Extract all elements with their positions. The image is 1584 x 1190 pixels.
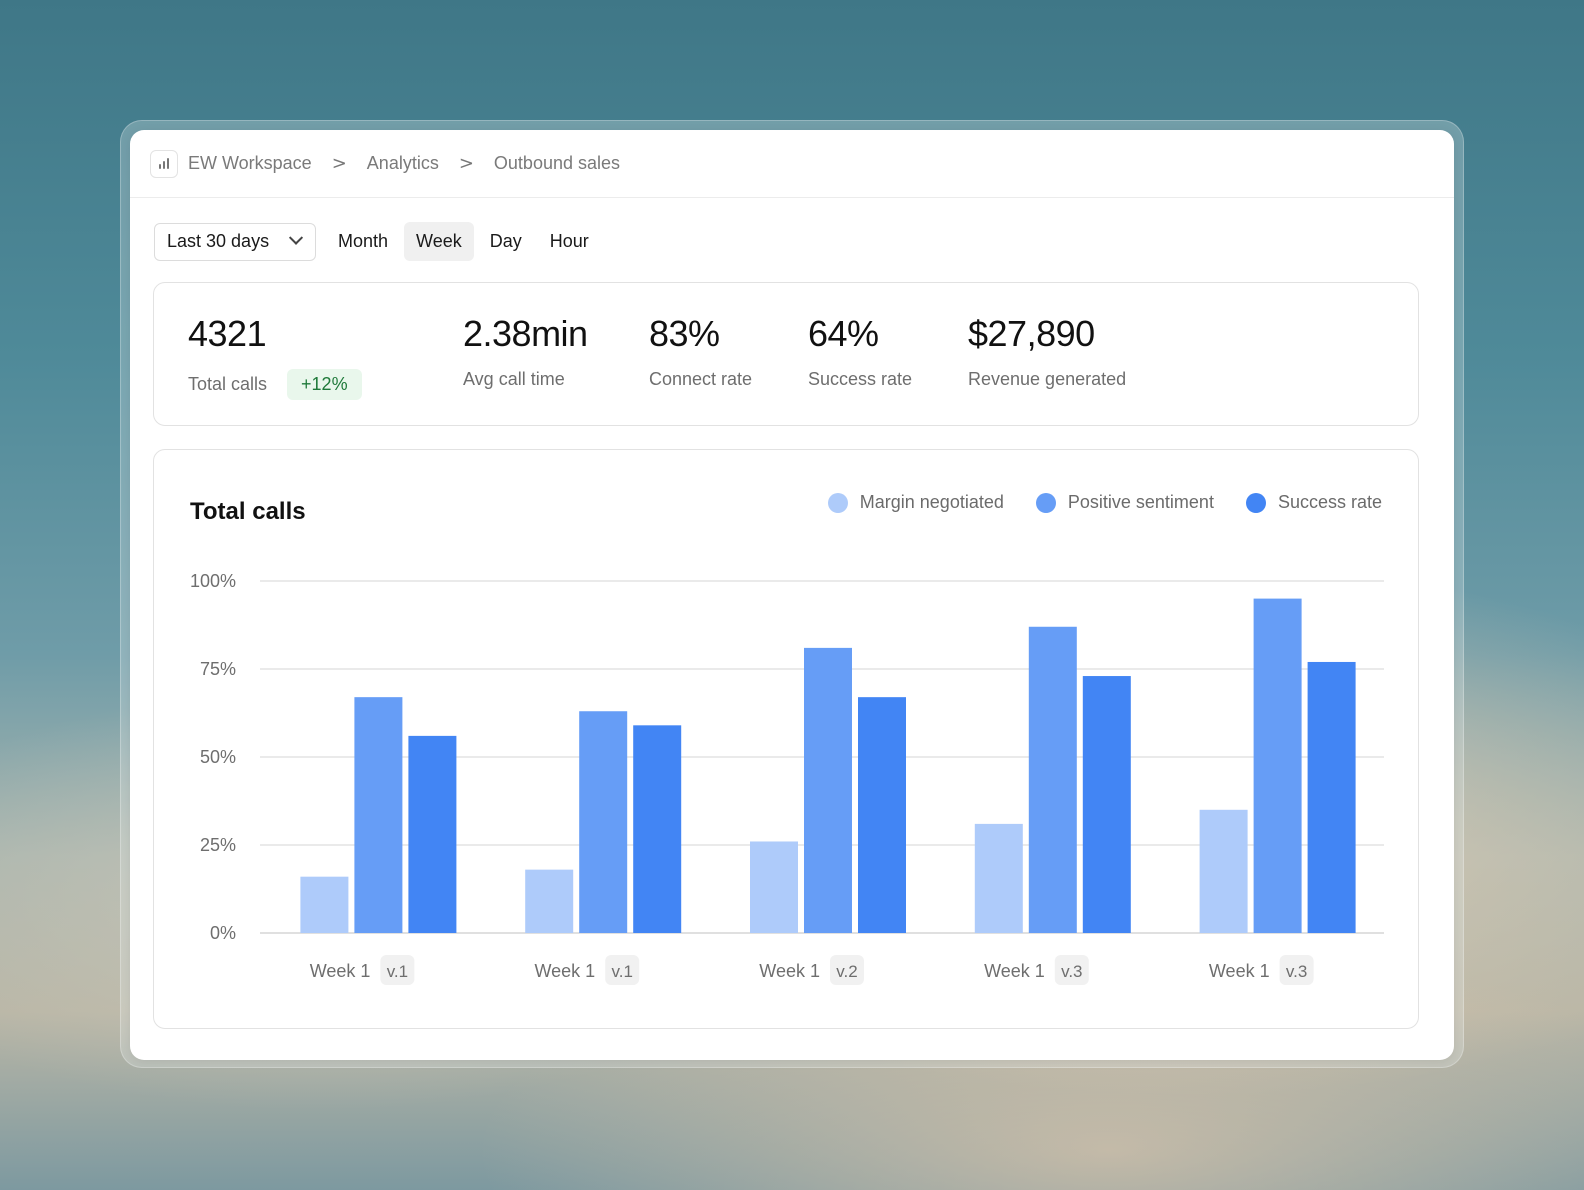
stat-value: $27,890 <box>968 313 1095 354</box>
version-badge: v.3 <box>1061 962 1082 981</box>
legend-item-margin: Margin negotiated <box>827 492 1004 513</box>
bar <box>1199 809 1248 933</box>
bar <box>1028 626 1077 933</box>
bar <box>408 735 457 933</box>
breadcrumb-workspace[interactable]: EW Workspace <box>188 153 312 173</box>
stat-revenue: $27,890 Revenue generated <box>968 313 1126 390</box>
version-badge-bg <box>380 955 415 985</box>
version-badge: v.1 <box>387 962 408 981</box>
legend-item-success: Success rate <box>1245 492 1382 513</box>
bar <box>1082 676 1131 933</box>
chart-legend: Margin negotiated Positive sentiment Suc… <box>827 492 1382 513</box>
stat-total-calls: 4321 Total calls +12% <box>188 313 362 400</box>
stat-connect-rate: 83% Connect rate <box>649 313 752 390</box>
tab-week[interactable]: Week <box>404 222 474 261</box>
tab-month[interactable]: Month <box>338 231 389 251</box>
stat-label: Avg call time <box>463 369 565 389</box>
bar <box>579 711 628 933</box>
granularity-tabs: Month Week Day Hour <box>326 222 601 261</box>
y-tick-label: 0% <box>210 923 236 943</box>
analytics-window: EW Workspace > Analytics > Outbound sale… <box>130 130 1454 1060</box>
chevron-down-icon <box>288 230 304 245</box>
stat-label: Revenue generated <box>968 369 1127 389</box>
legend-label: Success rate <box>1277 492 1382 512</box>
legend-dot <box>827 492 848 513</box>
legend-dot <box>1035 492 1056 513</box>
legend-dot <box>1245 492 1266 513</box>
bar <box>804 647 852 933</box>
bar <box>1253 598 1302 933</box>
version-badge: v.2 <box>836 962 857 981</box>
legend-item-positive: Positive sentiment <box>1035 492 1214 513</box>
date-range-value: Last 30 days <box>167 231 270 251</box>
bar <box>633 725 682 933</box>
version-badge: v.1 <box>611 962 632 981</box>
bar <box>300 876 349 933</box>
stats-card: 4321 Total calls +12% 2.38min Avg call t… <box>153 282 1419 426</box>
stat-label: Success rate <box>808 369 913 389</box>
total-calls-chart-card: Total calls Margin negotiated Positive s… <box>153 449 1419 1029</box>
date-range-select[interactable]: Last 30 days <box>154 222 316 261</box>
y-tick-label: 75% <box>200 659 236 679</box>
version-badge-bg <box>605 955 640 985</box>
change-badge: +12% <box>287 369 362 400</box>
bar-chart-icon <box>150 149 178 178</box>
stat-value: 2.38min <box>463 313 588 354</box>
legend-label: Margin negotiated <box>859 492 1004 512</box>
y-tick-label: 25% <box>200 835 236 855</box>
filter-bar: Last 30 days Month Week Day Hour <box>154 222 601 261</box>
stat-avg-call-time: 2.38min Avg call time <box>463 313 588 390</box>
chevron-right-icon: > <box>331 153 347 174</box>
stat-success-rate: 64% Success rate <box>808 313 912 390</box>
chart-title: Total calls <box>190 498 306 525</box>
x-tick-label: Week 1 <box>534 961 595 981</box>
version-badge-bg <box>1279 955 1314 985</box>
bar <box>525 869 574 933</box>
bar <box>1307 661 1356 933</box>
version-badge-bg <box>1054 955 1089 985</box>
bar <box>750 841 798 933</box>
y-tick-label: 50% <box>200 747 236 767</box>
stat-label: Connect rate <box>649 369 753 389</box>
stat-value: 64% <box>808 313 879 354</box>
bar <box>354 697 403 933</box>
stat-value: 4321 <box>188 313 267 354</box>
bar <box>858 697 906 933</box>
x-tick-label: Week 1 <box>759 961 820 981</box>
bar-chart: 100% 75% 50% 25% 0% Week 1 v.1 Week 1 v.1 Week 1 v… <box>190 571 1384 985</box>
breadcrumb: EW Workspace > Analytics > Outbound sale… <box>130 130 1454 198</box>
stat-label: Total calls <box>188 374 268 394</box>
version-badge: v.3 <box>1286 962 1307 981</box>
stat-value: 83% <box>649 313 720 354</box>
chevron-right-icon: > <box>458 153 474 174</box>
legend-label: Positive sentiment <box>1067 492 1214 512</box>
version-badge-bg <box>830 955 864 985</box>
bar <box>974 823 1023 933</box>
tab-hour[interactable]: Hour <box>549 231 589 251</box>
breadcrumb-outbound-sales[interactable]: Outbound sales <box>493 153 621 173</box>
breadcrumb-analytics[interactable]: Analytics <box>366 153 439 173</box>
x-tick-label: Week 1 <box>310 961 371 981</box>
x-tick-label: Week 1 <box>1209 961 1270 981</box>
y-tick-label: 100% <box>190 571 236 591</box>
x-tick-label: Week 1 <box>984 961 1045 981</box>
tab-day[interactable]: Day <box>489 231 522 251</box>
